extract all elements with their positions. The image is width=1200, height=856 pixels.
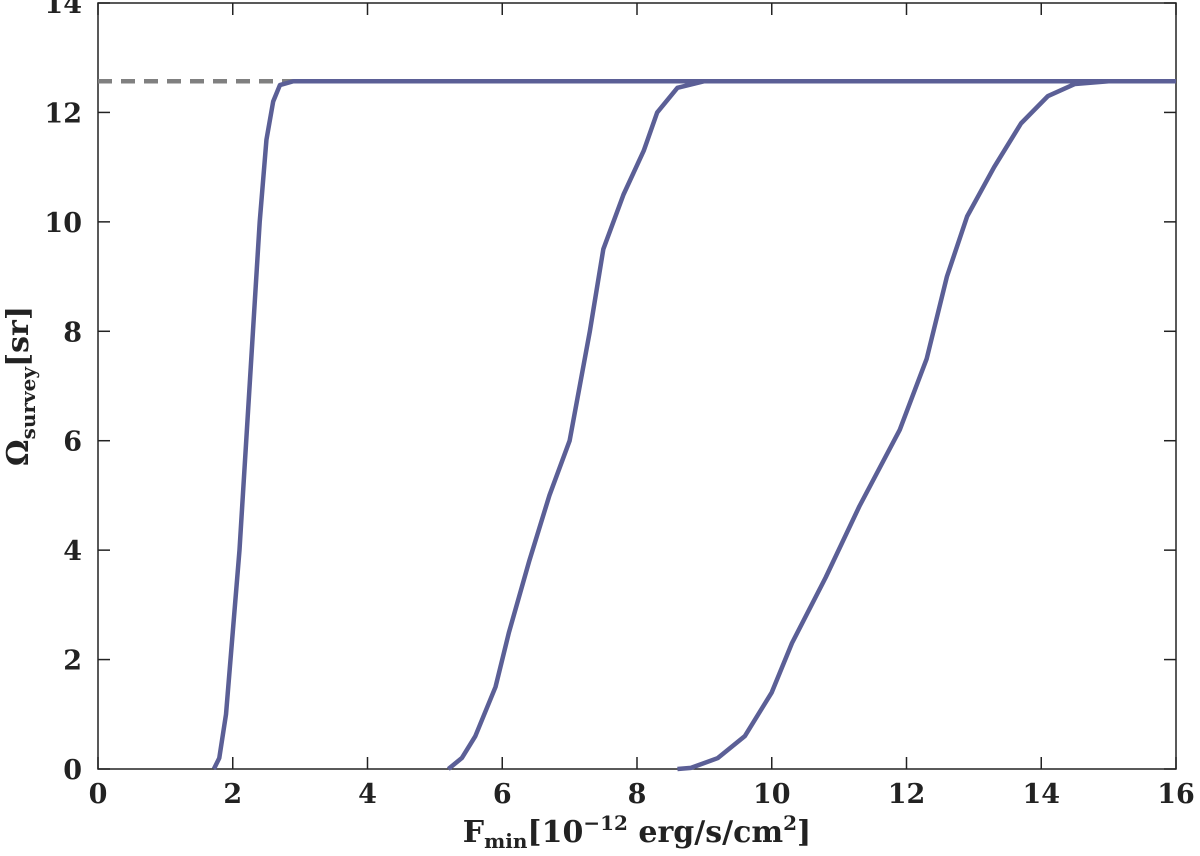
x-tick-label: 14 bbox=[1022, 779, 1060, 810]
x-tick-label: 10 bbox=[753, 779, 791, 810]
x-axis-label: Fmin[10−12 erg/s/cm2] bbox=[463, 811, 811, 853]
x-tick-label: 0 bbox=[89, 779, 108, 810]
x-tick-label: 12 bbox=[888, 779, 926, 810]
x-tick-label: 16 bbox=[1157, 779, 1195, 810]
y-tick-label: 6 bbox=[63, 427, 82, 458]
x-tick-label: 4 bbox=[358, 779, 377, 810]
y-label-part: survey bbox=[16, 366, 40, 440]
x-label-part: 2 bbox=[783, 811, 797, 835]
y-tick-label: 8 bbox=[63, 317, 82, 348]
x-label-part: ] bbox=[797, 815, 811, 850]
x-tick-label: 6 bbox=[493, 779, 512, 810]
x-label-part: F bbox=[463, 815, 484, 850]
y-tick-label: 10 bbox=[44, 208, 82, 239]
y-label-part: [sr] bbox=[1, 306, 36, 367]
x-label-part: min bbox=[484, 829, 528, 853]
series-line bbox=[677, 78, 1176, 772]
plot-frame bbox=[97, 2, 1177, 770]
x-tick-label: 8 bbox=[628, 779, 647, 810]
y-tick-label: 2 bbox=[63, 646, 82, 677]
y-axis-label: Ωsurvey[sr] bbox=[1, 306, 40, 466]
series-line bbox=[446, 78, 1176, 771]
y-tick-label: 0 bbox=[63, 755, 82, 786]
x-label-part: −12 bbox=[583, 811, 628, 835]
y-tick-label: 4 bbox=[63, 536, 82, 567]
y-tick-label: 12 bbox=[44, 98, 82, 129]
x-label-part: [10 bbox=[527, 815, 583, 850]
y-label-part: Ω bbox=[1, 439, 36, 466]
series-line bbox=[211, 78, 1176, 770]
x-tick-label: 2 bbox=[223, 779, 242, 810]
y-tick-label: 14 bbox=[44, 0, 82, 20]
x-label-part: erg/s/cm bbox=[628, 815, 783, 850]
